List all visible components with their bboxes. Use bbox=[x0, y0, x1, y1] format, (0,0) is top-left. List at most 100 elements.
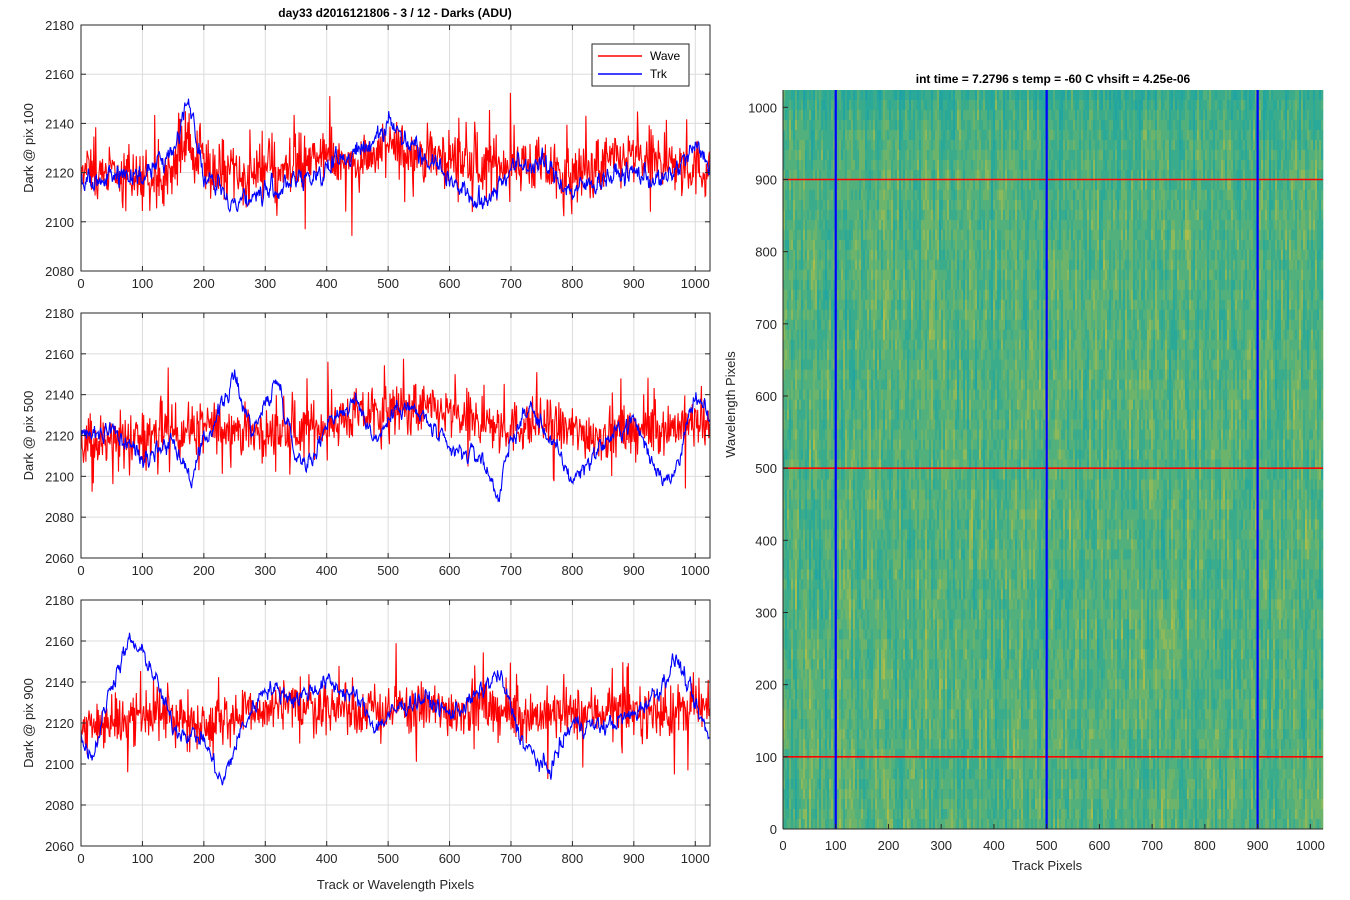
heatmap-cell bbox=[881, 679, 884, 690]
heatmap-cell bbox=[879, 149, 882, 161]
heatmap-cell bbox=[899, 589, 902, 600]
heatmap-cell bbox=[907, 589, 910, 600]
heatmap-cell bbox=[839, 619, 842, 630]
heatmap-cell bbox=[809, 399, 812, 410]
heatmap-cell bbox=[827, 309, 830, 320]
heatmap-cell bbox=[823, 129, 826, 141]
heatmap-cell bbox=[881, 90, 884, 101]
heatmap-cell bbox=[885, 259, 888, 271]
heatmap-cell bbox=[809, 379, 812, 390]
heatmap-cell bbox=[907, 109, 910, 121]
heatmap-cell bbox=[819, 729, 822, 740]
heatmap-cell bbox=[885, 309, 888, 320]
heatmap-cell bbox=[855, 769, 858, 780]
heatmap-cell bbox=[861, 779, 864, 790]
heatmap-cell bbox=[879, 559, 882, 570]
heatmap-cell bbox=[783, 589, 786, 600]
heatmap-cell bbox=[791, 129, 794, 141]
heatmap-cell bbox=[849, 379, 852, 390]
heatmap-cell bbox=[877, 499, 880, 510]
heatmap-cell bbox=[795, 629, 798, 640]
heatmap-cell bbox=[869, 649, 872, 660]
heatmap-cell bbox=[807, 459, 810, 470]
heatmap-cell bbox=[869, 489, 872, 500]
heatmap-cell bbox=[897, 739, 900, 750]
heatmap-cell bbox=[879, 459, 882, 470]
heatmap-cell bbox=[799, 129, 802, 141]
heatmap-cell bbox=[909, 459, 912, 470]
heatmap-cell bbox=[887, 619, 890, 630]
heatmap-cell bbox=[837, 579, 840, 590]
heatmap-cell bbox=[853, 629, 856, 640]
heatmap-cell bbox=[825, 199, 828, 211]
heatmap-cell bbox=[807, 359, 810, 370]
heatmap-cell bbox=[815, 559, 818, 570]
heatmap-cell bbox=[897, 299, 900, 311]
heatmap-cell bbox=[877, 529, 880, 540]
heatmap-cell bbox=[815, 799, 818, 810]
heatmap-cell bbox=[897, 619, 900, 630]
heatmap-cell bbox=[873, 539, 876, 550]
heatmap-cell bbox=[881, 709, 884, 720]
heatmap-cell bbox=[819, 379, 822, 390]
heatmap-cell bbox=[839, 509, 842, 520]
heatmap-cell bbox=[853, 649, 856, 660]
heatmap-cell bbox=[851, 699, 854, 710]
heatmap-cell bbox=[843, 249, 846, 261]
heatmap-cell bbox=[813, 579, 816, 590]
heatmap-cell bbox=[809, 139, 812, 151]
heatmap-cell bbox=[793, 729, 796, 740]
heatmap-cell bbox=[799, 519, 802, 530]
heatmap-cell bbox=[807, 629, 810, 640]
heatmap-cell bbox=[901, 299, 904, 311]
heatmap-cell bbox=[887, 369, 890, 380]
heatmap-cell bbox=[821, 199, 824, 211]
heatmap-cell bbox=[843, 159, 846, 171]
heatmap-cell bbox=[783, 209, 786, 221]
heatmap-cell bbox=[887, 579, 890, 590]
heatmap-cell bbox=[865, 819, 868, 830]
heatmap-cell bbox=[891, 149, 894, 161]
heatmap-cell bbox=[855, 319, 858, 330]
heatmap-cell bbox=[807, 289, 810, 301]
heatmap-cell bbox=[857, 129, 860, 141]
heatmap-cell bbox=[881, 189, 884, 201]
heatmap-cell bbox=[803, 169, 806, 181]
heatmap-cell bbox=[909, 779, 912, 790]
heatmap-cell bbox=[843, 149, 846, 161]
heatmap-cell bbox=[821, 319, 824, 330]
heatmap-cell bbox=[863, 699, 866, 710]
heatmap-cell bbox=[843, 489, 846, 500]
heatmap-cell bbox=[909, 209, 912, 221]
heatmap-cell bbox=[909, 569, 912, 580]
heatmap-cell bbox=[867, 119, 870, 131]
heatmap-cell bbox=[883, 309, 886, 320]
heatmap-cell bbox=[821, 779, 824, 790]
heatmap-cell bbox=[877, 639, 880, 650]
heatmap-cell bbox=[901, 549, 904, 560]
heatmap-cell bbox=[839, 709, 842, 720]
heatmap-cell bbox=[791, 439, 794, 450]
heatmap-cell bbox=[787, 819, 790, 830]
heatmap-cell bbox=[795, 579, 798, 590]
heatmap-cell bbox=[797, 269, 800, 281]
heatmap-cell bbox=[791, 619, 794, 630]
heatmap-cell bbox=[809, 459, 812, 470]
heatmap-cell bbox=[877, 349, 880, 360]
heatmap-cell bbox=[877, 139, 880, 151]
heatmap-cell bbox=[817, 139, 820, 151]
heatmap-cell bbox=[791, 179, 794, 191]
heatmap-cell bbox=[823, 529, 826, 540]
heatmap-cell bbox=[885, 649, 888, 660]
heatmap-cell bbox=[793, 609, 796, 620]
heatmap-cell bbox=[849, 399, 852, 410]
heatmap-cell bbox=[873, 329, 876, 340]
heatmap-cell bbox=[831, 429, 834, 440]
heatmap-cell bbox=[823, 219, 826, 231]
heatmap-cell bbox=[815, 809, 818, 820]
heatmap-cell bbox=[833, 439, 836, 450]
heatmap-cell bbox=[789, 249, 792, 261]
heatmap-cell bbox=[889, 689, 892, 700]
heatmap-cell bbox=[823, 559, 826, 570]
heatmap-cell bbox=[877, 429, 880, 440]
